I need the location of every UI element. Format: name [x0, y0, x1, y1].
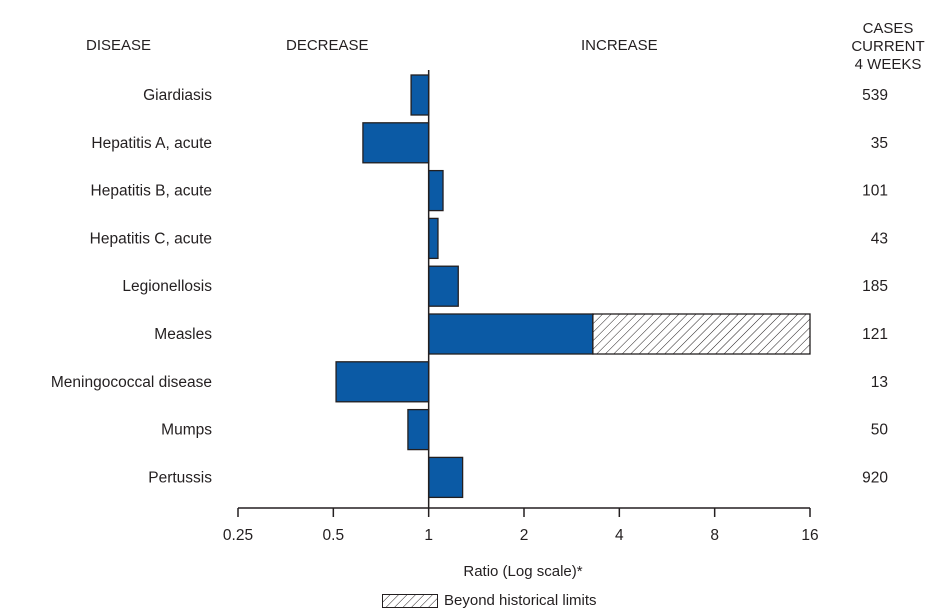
beyond-limits-bar-measles: [592, 313, 811, 355]
cases-value: 539: [862, 87, 888, 104]
category-label: Mumps: [161, 422, 212, 439]
cases-value: 185: [862, 278, 888, 295]
x-tick-label: 4: [615, 527, 624, 544]
category-label: Hepatitis B, acute: [91, 183, 212, 200]
legend-label: Beyond historical limits: [444, 592, 597, 609]
x-tick-label: 8: [710, 527, 719, 544]
bar-hepatitis-c-acute: [428, 217, 439, 260]
x-tick-label: 2: [520, 527, 529, 544]
cases-value: 13: [871, 374, 888, 391]
cases-value: 920: [862, 469, 888, 486]
x-tick-label: 16: [801, 527, 818, 544]
category-label: Giardiasis: [143, 87, 212, 104]
x-tick-label: 1: [424, 527, 433, 544]
bar-legionellosis: [428, 265, 459, 307]
category-label: Hepatitis C, acute: [90, 230, 212, 247]
x-tick-label: 0.25: [223, 527, 253, 544]
legend: Beyond historical limits: [382, 592, 597, 610]
cases-value: 50: [871, 422, 889, 439]
bar-hepatitis-b-acute: [428, 169, 444, 212]
category-label: Measles: [154, 326, 212, 343]
category-label: Meningococcal disease: [51, 374, 212, 391]
legend-hatch-swatch: [382, 594, 438, 608]
bar-pertussis: [428, 456, 464, 499]
category-label: Legionellosis: [122, 278, 212, 295]
decrease-header: DECREASE: [286, 37, 369, 54]
category-label: Hepatitis A, acute: [91, 135, 212, 152]
x-tick-label: 0.5: [323, 527, 345, 544]
cases-value: 121: [862, 326, 888, 343]
cases-header-line2: 4 WEEKS: [854, 56, 922, 73]
cases-column-header: CASES CURRENT 4 WEEKS: [828, 20, 948, 74]
cases-value: 43: [871, 230, 888, 247]
x-axis-label: Ratio (Log scale)*: [463, 563, 583, 580]
cases-value: 35: [871, 135, 888, 152]
cases-values: 539 35 101 43 185 121 13 50 920: [862, 87, 888, 486]
category-labels: Giardiasis Hepatitis A, acute Hepatitis B,…: [51, 87, 212, 486]
bars-layer: [335, 74, 811, 499]
bar-hepatitis-a-acute: [362, 122, 430, 164]
disease-column-header: DISEASE: [86, 37, 152, 54]
bar-giardiasis: [410, 74, 430, 116]
bar-measles: [428, 313, 594, 355]
bar-meningococcal-disease: [335, 361, 430, 403]
bar-mumps: [407, 408, 430, 451]
cases-value: 101: [862, 183, 888, 200]
increase-header: INCREASE: [581, 37, 658, 54]
cases-header-line1: CASES CURRENT: [851, 20, 925, 55]
x-axis: 0.25 0.5 1 2 4 8 16: [223, 70, 819, 544]
category-label: Pertussis: [148, 469, 212, 486]
